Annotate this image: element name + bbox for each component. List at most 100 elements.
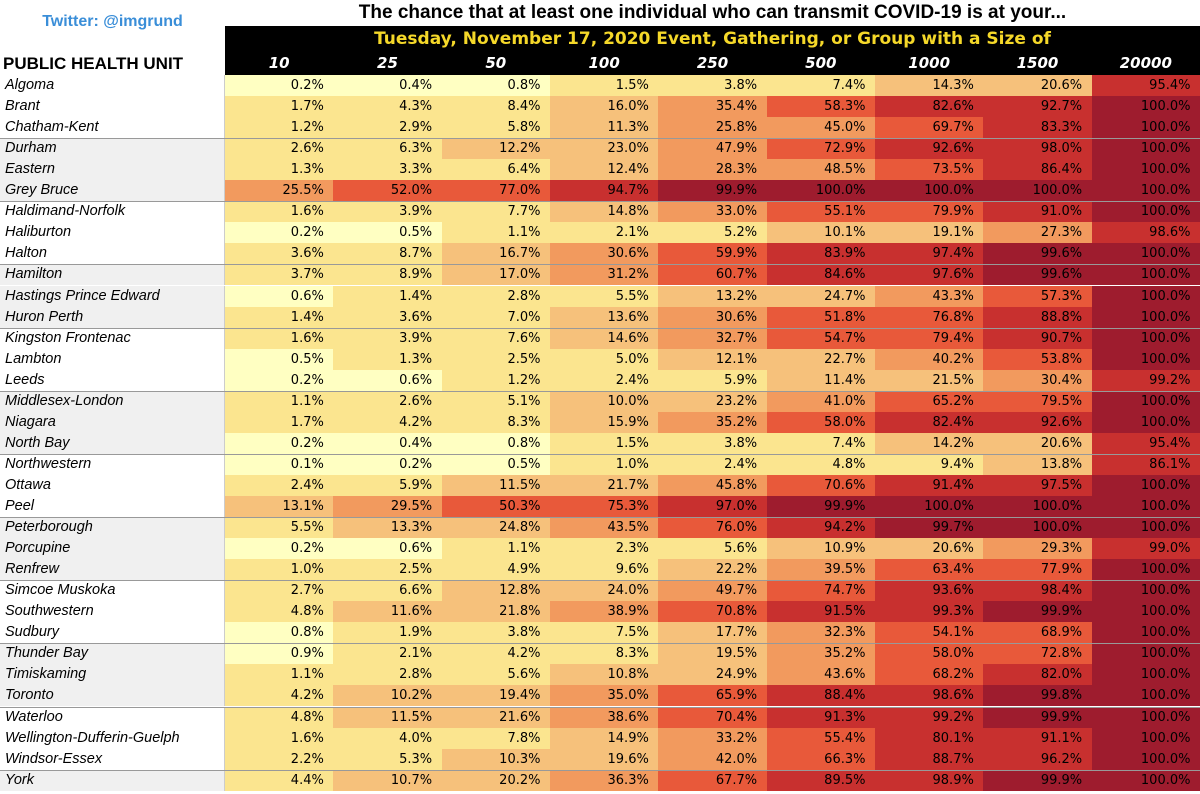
heatmap-cell: 4.4%	[225, 769, 334, 791]
table-row: Timiskaming 1.1% 2.8% 5.6% 10.8% 24.9% 43.6% 68…	[0, 664, 1200, 686]
heatmap-cell: 5.9%	[333, 474, 443, 496]
heatmap-cell: 1.2%	[441, 369, 551, 391]
heatmap-cell: 100.0%	[1091, 264, 1200, 286]
heatmap-cell: 23.2%	[658, 390, 768, 412]
row-label: Peel	[0, 496, 225, 517]
heatmap-cell: 100.0%	[1091, 580, 1200, 602]
heatmap-cell: 100.0%	[875, 496, 984, 518]
heatmap-cell: 19.1%	[875, 222, 984, 244]
heatmap-cell: 0.2%	[225, 432, 334, 454]
heatmap-cell: 7.4%	[766, 75, 876, 97]
heatmap-cell: 99.7%	[875, 517, 984, 539]
heatmap-cell: 24.9%	[658, 664, 768, 686]
heatmap-cell: 12.1%	[658, 348, 768, 370]
heatmap-cell: 33.2%	[658, 727, 768, 749]
row-label: Southwestern	[0, 601, 225, 623]
heatmap-cell: 79.4%	[875, 327, 984, 349]
table-row: Hamilton 3.7% 8.9% 17.0% 31.2% 60.7% 84.6% 97.6…	[0, 264, 1200, 286]
heatmap-cell: 70.6%	[766, 474, 876, 496]
heatmap-cell: 2.8%	[333, 664, 443, 686]
group-separator	[0, 201, 1200, 203]
heatmap-cell: 1.3%	[333, 348, 443, 370]
table-row: North Bay 0.2% 0.4% 0.8% 1.5% 3.8% 7.4% 14.2% 20…	[0, 432, 1200, 454]
heatmap-cell: 100.0%	[983, 180, 1093, 202]
heatmap-cell: 98.6%	[875, 685, 984, 707]
heatmap-cell: 38.9%	[550, 601, 659, 623]
chart-subtitle: Tuesday, November 17, 2020 Event, Gather…	[225, 26, 1200, 51]
heatmap-cell: 0.8%	[441, 432, 551, 454]
heatmap-cell: 82.0%	[983, 664, 1093, 686]
heatmap-cell: 65.2%	[875, 390, 984, 412]
heatmap-cell: 11.6%	[333, 601, 443, 623]
heatmap-cell: 50.3%	[441, 496, 551, 518]
heatmap-cell: 100.0%	[1091, 622, 1200, 644]
heatmap-cell: 2.1%	[550, 222, 659, 244]
table-row: Huron Perth 1.4% 3.6% 7.0% 13.6% 30.6% 51.8% 76…	[0, 306, 1200, 328]
heatmap-cell: 12.4%	[550, 159, 659, 181]
heatmap-cell: 100.0%	[1091, 201, 1200, 223]
heatmap-cell: 93.6%	[875, 580, 984, 602]
heatmap-cell: 21.7%	[550, 474, 659, 496]
heatmap-cell: 2.5%	[441, 348, 551, 370]
heatmap-cell: 82.6%	[875, 96, 984, 118]
row-label: Chatham-Kent	[0, 117, 225, 139]
heatmap-cell: 100.0%	[1091, 601, 1200, 623]
heatmap-cell: 92.6%	[875, 138, 984, 160]
heatmap-cell: 0.5%	[441, 453, 551, 475]
heatmap-cell: 0.6%	[225, 285, 334, 307]
heatmap-cell: 16.0%	[550, 96, 659, 118]
heatmap-cell: 77.0%	[441, 180, 551, 202]
heatmap-cell: 97.0%	[658, 496, 768, 518]
heatmap-cell: 4.2%	[225, 685, 334, 707]
heatmap-cell: 91.3%	[766, 706, 876, 728]
group-separator	[0, 769, 1200, 771]
column-header-25: 25	[377, 54, 398, 72]
heatmap-cell: 32.7%	[658, 327, 768, 349]
heatmap-cell: 52.0%	[333, 180, 443, 202]
column-header-1000: 1000	[908, 54, 951, 72]
heatmap-cell: 10.2%	[333, 685, 443, 707]
heatmap-cell: 3.8%	[658, 432, 768, 454]
heatmap-cell: 42.0%	[658, 748, 768, 770]
heatmap-cell: 100.0%	[1091, 517, 1200, 539]
heatmap-cell: 1.1%	[441, 222, 551, 244]
heatmap-cell: 0.2%	[225, 222, 334, 244]
heatmap-cell: 3.6%	[225, 243, 334, 265]
heatmap-cell: 21.6%	[441, 706, 551, 728]
heatmap-cell: 27.3%	[983, 222, 1093, 244]
heatmap-cell: 99.8%	[983, 685, 1093, 707]
heatmap-cell: 69.7%	[875, 117, 984, 139]
heatmap-cell: 5.1%	[441, 390, 551, 412]
heatmap-cell: 100.0%	[1091, 664, 1200, 686]
group-separator	[0, 517, 1200, 519]
row-label: Simcoe Muskoka	[0, 580, 225, 602]
column-header-100: 100	[588, 54, 620, 72]
table-row: Peel 13.1% 29.5% 50.3% 75.3% 97.0% 99.9% 100.0%…	[0, 496, 1200, 518]
heatmap-cell: 2.6%	[333, 390, 443, 412]
heatmap-cell: 12.2%	[441, 138, 551, 160]
heatmap-cell: 83.3%	[983, 117, 1093, 139]
table-row: Waterloo 4.8% 11.5% 21.6% 38.6% 70.4% 91.3% 99.…	[0, 706, 1200, 728]
row-label: Eastern	[0, 159, 225, 181]
chart-title: The chance that at least one individual …	[358, 2, 1067, 23]
table-row: Ottawa 2.4% 5.9% 11.5% 21.7% 45.8% 70.6% 91.4% 9…	[0, 474, 1200, 496]
heatmap-cell: 30.6%	[658, 306, 768, 328]
heatmap-cell: 100.0%	[1091, 685, 1200, 707]
heatmap-cell: 2.7%	[225, 580, 334, 602]
heatmap-cell: 98.6%	[1091, 222, 1200, 244]
heatmap-cell: 55.1%	[766, 201, 876, 223]
row-label: Halton	[0, 243, 225, 265]
row-label: Grey Bruce	[0, 180, 225, 202]
heatmap-cell: 92.7%	[983, 96, 1093, 118]
heatmap-cell: 9.6%	[550, 559, 659, 581]
heatmap-cell: 5.8%	[441, 117, 551, 139]
heatmap-cell: 7.6%	[441, 327, 551, 349]
heatmap-cell: 99.3%	[875, 601, 984, 623]
heatmap-cell: 7.8%	[441, 727, 551, 749]
heatmap-cell: 29.5%	[333, 496, 443, 518]
row-label: Haliburton	[0, 222, 225, 244]
heatmap-cell: 2.3%	[550, 538, 659, 560]
heatmap-cell: 47.9%	[658, 138, 768, 160]
heatmap-cell: 0.8%	[225, 622, 334, 644]
row-label: Sudbury	[0, 622, 225, 644]
